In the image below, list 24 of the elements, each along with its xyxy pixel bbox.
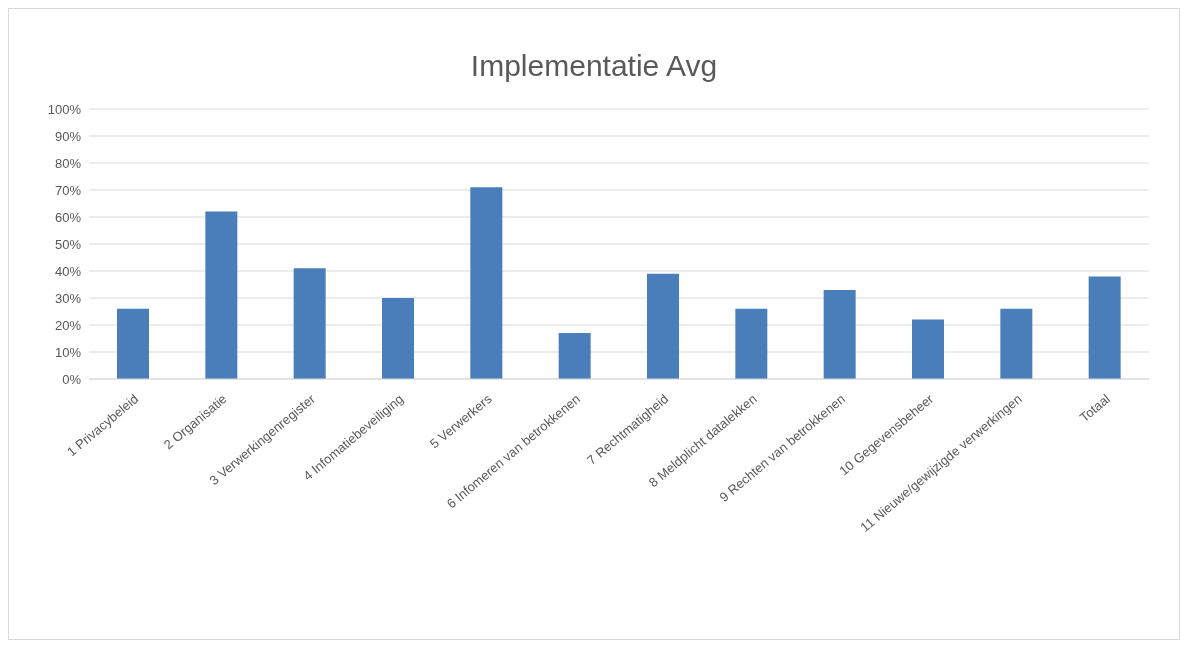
- bar: [382, 298, 414, 379]
- bar: [1088, 276, 1121, 379]
- bar: [293, 268, 326, 379]
- bar: [735, 308, 768, 379]
- y-tick-label: 100%: [47, 101, 82, 117]
- bar: [1000, 308, 1033, 379]
- y-tick-label: 70%: [54, 182, 82, 198]
- y-tick-label: 90%: [54, 128, 82, 144]
- bar: [558, 333, 591, 379]
- bar: [647, 273, 679, 379]
- y-tick-label: 40%: [54, 263, 82, 279]
- y-tick-label: 30%: [54, 290, 82, 306]
- bar: [205, 211, 238, 379]
- bar: [912, 319, 944, 379]
- y-tick-label: 60%: [54, 209, 82, 225]
- y-tick-label: 10%: [54, 344, 82, 360]
- bar: [823, 289, 856, 379]
- y-tick-label: 50%: [54, 236, 82, 252]
- y-tick-label: 80%: [54, 155, 82, 171]
- y-tick-label: 0%: [62, 371, 82, 387]
- chart-title: Implementatie Avg: [469, 48, 719, 84]
- bar: [117, 308, 149, 379]
- bar: [470, 187, 503, 379]
- y-tick-label: 20%: [54, 317, 82, 333]
